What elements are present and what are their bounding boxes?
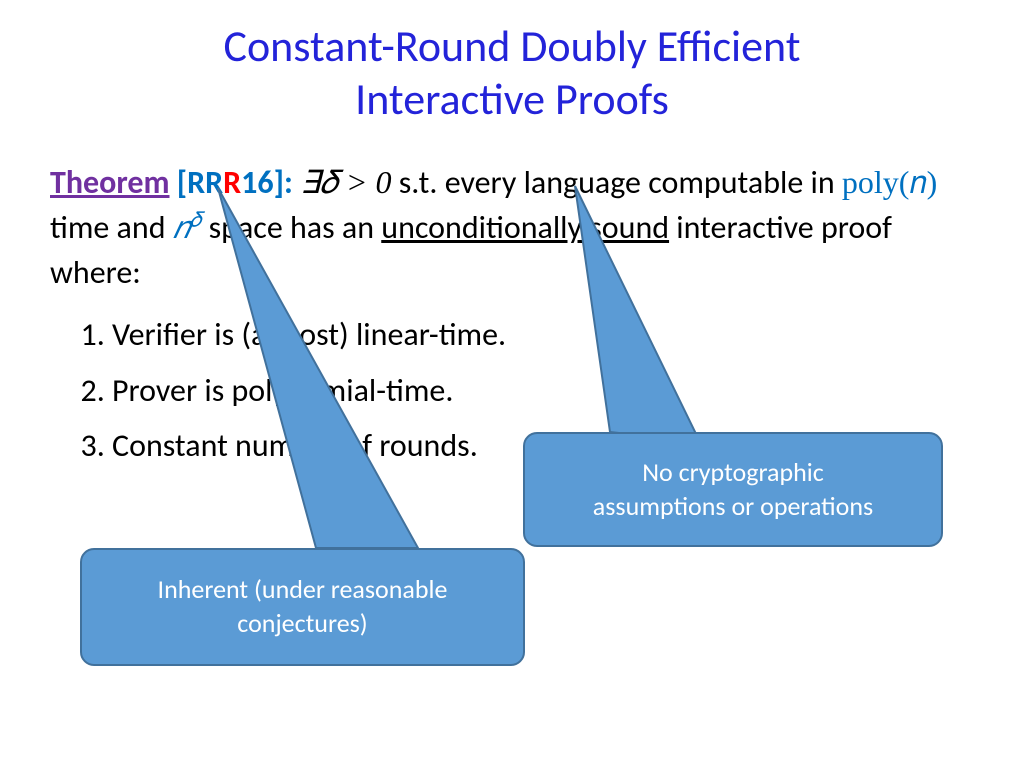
title-line-2: Interactive Proofs [355,72,669,126]
text-mid: time and [50,208,173,247]
theorem-statement: Theorem [RRR16]: ∃𝛿 > 0 s.t. every langu… [50,160,974,296]
citation-r: R [223,163,241,202]
slide-title: Constant-Round Doubly Efficient Interact… [50,20,974,126]
n-delta-base: 𝑛 [173,209,190,245]
list-item: Verifier is (almost) linear-time. [112,310,974,360]
n-delta-exp: 𝛿 [190,209,201,232]
callout-line-2: assumptions or operations [593,490,873,522]
text-after-exists: s.t. every language computable in [392,163,842,202]
polyn-text: poly(𝑛) [842,164,937,200]
citation: [RRR16] [177,163,284,202]
callout-text: No cryptographic assumptions or operatio… [593,456,873,524]
slide-container: Constant-Round Doubly Efficient Interact… [0,0,1024,768]
n-delta: 𝑛𝛿 [173,209,202,245]
callout-inherent: Inherent (under reasonable conjectures) [80,548,525,666]
text-after-ndelta: space has an [201,208,381,247]
citation-rest: 16] [241,163,284,202]
callout-no-crypto: No cryptographic assumptions or operatio… [523,432,943,547]
exists-delta: ∃𝛿 > 0 [300,164,391,200]
title-line-1: Constant-Round Doubly Efficient [224,19,801,73]
list-item: Prover is polynomial-time. [112,366,974,416]
polyn: poly(𝑛) [842,164,937,200]
citation-bracket-open: [ [177,163,187,202]
callout-line-2: conjectures) [237,607,367,639]
colon: : [284,163,293,202]
callout-line-1: No cryptographic [642,456,824,488]
citation-rr: RR [187,163,223,202]
callout-text: Inherent (under reasonable conjectures) [158,573,448,641]
unconditionally-sound: unconditionally sound [381,208,669,247]
callout-line-1: Inherent (under reasonable [158,573,448,605]
theorem-label: Theorem [50,163,169,202]
